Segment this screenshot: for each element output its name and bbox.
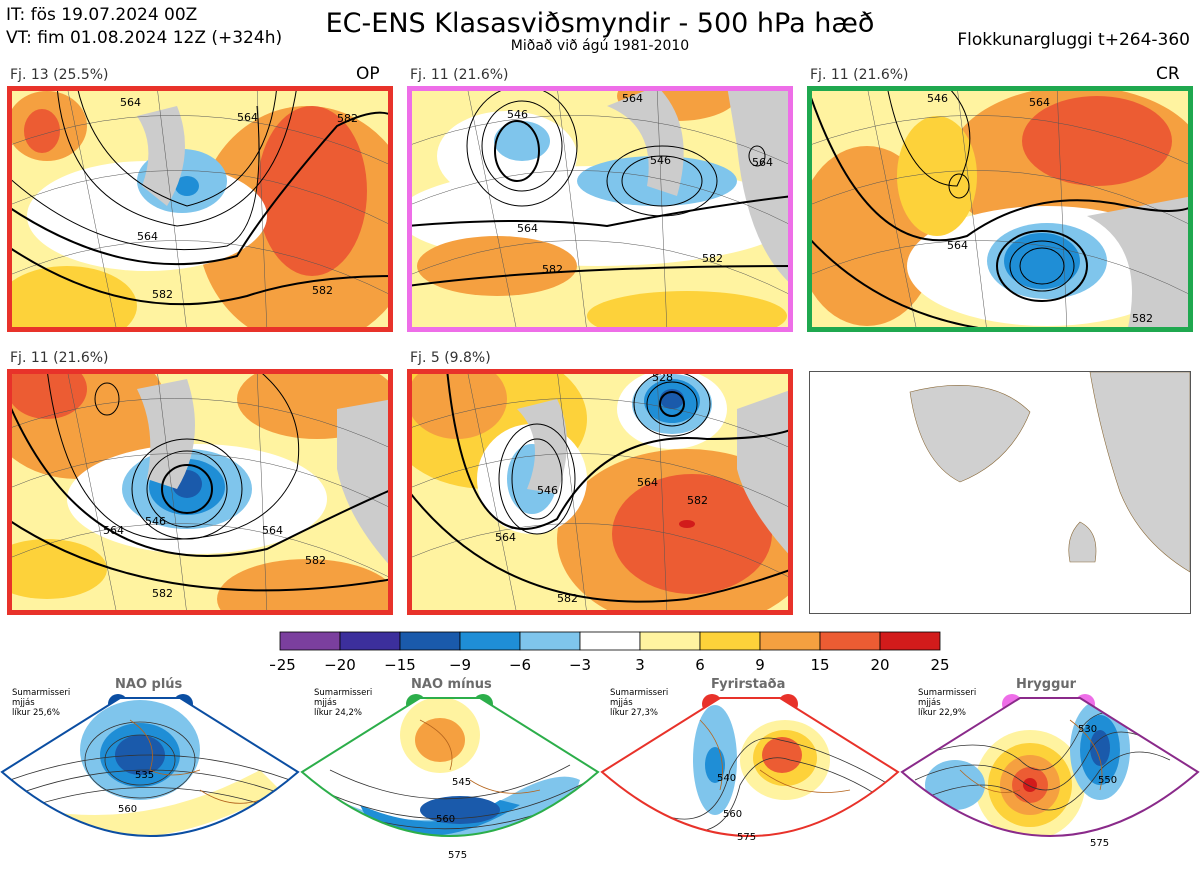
colorbar-swatch — [699, 631, 761, 651]
panel-1-tag: OP — [356, 64, 380, 84]
colorbar-swatch — [399, 631, 461, 651]
colorbar-swatch — [879, 631, 941, 651]
regime-3-note: Sumarmisseri mjjás líkur 27,3% — [610, 688, 669, 718]
regime-map-nao-minus[interactable]: 545 560 575 — [300, 690, 600, 870]
contour-label: 560 — [436, 814, 455, 825]
colorbar-tick-label: 9 — [755, 656, 765, 674]
regime-4-note: Sumarmisseri mjjás líkur 22,9% — [918, 688, 977, 718]
contour-label: 546 — [145, 515, 166, 528]
panel-3-label: Fj. 11 (21.6%) — [810, 67, 909, 83]
contour-label: 564 — [495, 531, 516, 544]
contour-label: 545 — [452, 777, 471, 788]
contour-label: 564 — [752, 156, 773, 169]
colorbar-tick-label: 3 — [635, 656, 645, 674]
contour-label: 564 — [1029, 96, 1050, 109]
colorbar-swatch — [519, 631, 581, 651]
classification-window: Flokkunargluggi t+264-360 — [957, 30, 1190, 50]
colorbar-tick-label: 15 — [810, 656, 829, 674]
colorbar-tick-label: 6 — [695, 656, 705, 674]
contour-label: 564 — [517, 222, 538, 235]
panel-4-label: Fj. 11 (21.6%) — [10, 350, 109, 366]
regime-3-title: Fyrirstaða — [711, 677, 786, 692]
contour-label: 575 — [737, 832, 756, 843]
panel-1-label: Fj. 13 (25.5%) — [10, 67, 109, 83]
cluster-map-1[interactable]: 564 564 564 582 582 582 — [7, 86, 393, 332]
colorbar-tick-label: −25 — [270, 656, 296, 674]
contour-label: 575 — [1090, 838, 1109, 849]
contour-label: 546 — [927, 92, 948, 105]
colorbar-swatch — [759, 631, 821, 651]
contour-label: 546 — [507, 108, 528, 121]
contour-label: 582 — [542, 263, 563, 276]
colorbar: −25 −20 −15 −9 −6 −3 3 6 9 15 20 25 — [270, 631, 950, 674]
valid-time: VT: fim 01.08.2024 12Z (+324h) — [6, 28, 283, 48]
regime-map-blocking[interactable]: 540 560 575 — [600, 690, 900, 870]
colorbar-tick-label: −3 — [569, 656, 591, 674]
contour-label: 540 — [717, 773, 736, 784]
colorbar-swatch — [819, 631, 881, 651]
regime-map-nao-plus[interactable]: 535 560 — [0, 690, 300, 870]
colorbar-swatch — [579, 631, 641, 651]
empty-base-map — [809, 371, 1191, 614]
contour-label: 535 — [135, 770, 154, 781]
cluster-map-5[interactable]: 528 564 546 564 582 582 — [407, 369, 793, 615]
contour-label: 560 — [723, 809, 742, 820]
panel-2-label: Fj. 11 (21.6%) — [410, 67, 509, 83]
contour-label: 564 — [947, 239, 968, 252]
contour-label: 582 — [312, 284, 333, 297]
colorbar-tick-label: 25 — [930, 656, 949, 674]
regime-1-title: NAO plús — [115, 677, 183, 692]
colorbar-swatch — [279, 631, 341, 651]
contour-label: 582 — [337, 112, 358, 125]
panel-5-label: Fj. 5 (9.8%) — [410, 350, 491, 366]
colorbar-swatch — [639, 631, 701, 651]
contour-label: 564 — [637, 476, 658, 489]
colorbar-tick-label: −20 — [324, 656, 356, 674]
contour-label: 530 — [1078, 724, 1097, 735]
contour-label: 564 — [237, 111, 258, 124]
colorbar-tick-label: −9 — [449, 656, 471, 674]
contour-label: 582 — [702, 252, 723, 265]
contour-label: 528 — [652, 371, 673, 384]
header-times: IT: fös 19.07.2024 00Z VT: fim 01.08.202… — [6, 4, 282, 50]
contour-label: 546 — [650, 154, 671, 167]
colorbar-tick-label: −6 — [509, 656, 531, 674]
contour-label: 582 — [687, 494, 708, 507]
page-subtitle: Miðað við ágú 1981-2010 — [510, 38, 690, 54]
colorbar-swatch — [459, 631, 521, 651]
regime-2-title: NAO mínus — [411, 677, 492, 692]
regime-2-note: Sumarmisseri mjjás líkur 24,2% — [314, 688, 373, 718]
contour-label: 564 — [622, 92, 643, 105]
contour-label: 564 — [262, 524, 283, 537]
cluster-map-2[interactable]: 546 546 564 564 582 582 564 — [407, 86, 793, 332]
colorbar-tick-label: 20 — [870, 656, 889, 674]
contour-label: 575 — [448, 850, 467, 861]
regime-1-note: Sumarmisseri mjjás líkur 25,6% — [12, 688, 71, 718]
contour-label: 564 — [103, 524, 124, 537]
regime-4-title: Hryggur — [1016, 677, 1077, 692]
panel-3-tag: CR — [1156, 64, 1180, 84]
contour-label: 582 — [152, 587, 173, 600]
contour-label: 564 — [137, 230, 158, 243]
contour-label: 550 — [1098, 775, 1117, 786]
colorbar-swatch — [339, 631, 401, 651]
contour-label: 582 — [1132, 312, 1153, 325]
contour-label: 546 — [537, 484, 558, 497]
cluster-map-4[interactable]: 546 564 564 582 582 — [7, 369, 393, 615]
colorbar-tick-label: −15 — [384, 656, 416, 674]
regime-map-ridge[interactable]: 530 550 575 — [900, 690, 1200, 870]
contour-label: 564 — [120, 96, 141, 109]
cluster-map-3[interactable]: 546 564 564 582 — [807, 86, 1193, 332]
contour-label: 582 — [305, 554, 326, 567]
page-title: EC-ENS Klasasviðsmyndir - 500 hPa hæð — [325, 8, 875, 39]
initial-time: IT: fös 19.07.2024 00Z — [6, 5, 198, 25]
contour-label: 582 — [557, 592, 578, 605]
contour-label: 560 — [118, 804, 137, 815]
contour-label: 582 — [152, 288, 173, 301]
